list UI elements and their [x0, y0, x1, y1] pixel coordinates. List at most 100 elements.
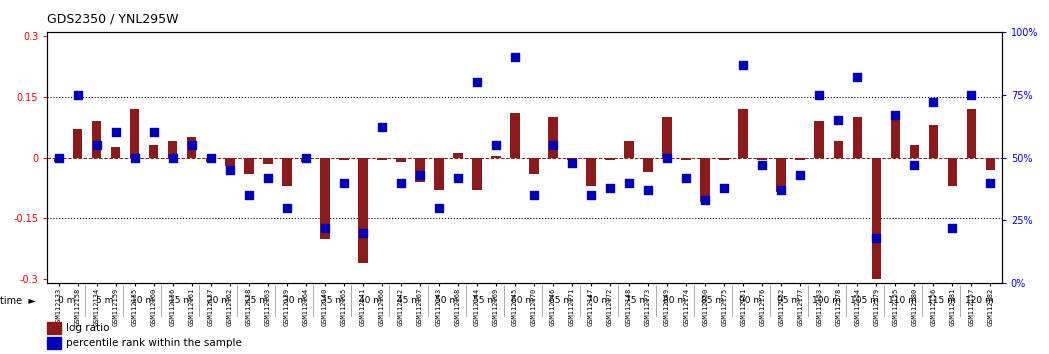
Text: 95 m: 95 m [777, 296, 800, 306]
Text: 90 m: 90 m [740, 296, 763, 306]
Text: 100 m: 100 m [812, 296, 841, 306]
Bar [263, 158, 273, 164]
Point [640, 187, 657, 193]
Bar [453, 154, 463, 158]
Text: 10 m: 10 m [131, 296, 154, 306]
Bar [701, 158, 710, 202]
Point [298, 155, 315, 160]
Bar [47, 337, 61, 349]
Point [507, 54, 523, 60]
Bar [605, 158, 615, 160]
Text: 110 m: 110 m [889, 296, 918, 306]
Text: 45 m: 45 m [397, 296, 420, 306]
Bar [757, 158, 767, 160]
Bar [776, 158, 786, 192]
Bar [909, 145, 919, 158]
Point [126, 155, 143, 160]
Text: 50 m: 50 m [435, 296, 458, 306]
Bar [891, 113, 900, 158]
Point [317, 225, 334, 231]
Point [849, 74, 865, 80]
Point [469, 79, 486, 85]
Bar [834, 141, 843, 158]
Text: 120 m: 120 m [965, 296, 993, 306]
Point [868, 235, 884, 241]
Bar [549, 117, 558, 158]
Bar [662, 117, 671, 158]
Bar [111, 147, 121, 158]
Bar [530, 158, 539, 174]
Bar [206, 158, 215, 161]
Text: 0 m: 0 m [58, 296, 74, 306]
Point [811, 92, 828, 98]
Bar [301, 158, 311, 161]
Point [563, 160, 580, 165]
Point [430, 205, 447, 211]
Text: 85 m: 85 m [701, 296, 724, 306]
Point [526, 193, 542, 198]
Point [278, 205, 295, 211]
Bar [397, 158, 406, 161]
Bar [92, 121, 102, 158]
Bar [168, 141, 177, 158]
Text: 75 m: 75 m [625, 296, 648, 306]
Bar [872, 158, 881, 279]
Bar [568, 158, 577, 160]
Bar [720, 158, 729, 160]
Text: 30 m: 30 m [283, 296, 306, 306]
Text: 80 m: 80 m [663, 296, 686, 306]
Bar [947, 158, 957, 186]
Point [621, 180, 638, 185]
Point [925, 99, 942, 105]
Point [88, 142, 105, 148]
Point [830, 117, 847, 123]
Point [50, 155, 67, 160]
Bar [434, 158, 444, 190]
Bar [378, 158, 387, 160]
Point [392, 180, 409, 185]
Point [221, 167, 238, 173]
Point [697, 198, 713, 203]
Point [582, 193, 599, 198]
Bar [320, 158, 329, 239]
Bar [624, 141, 634, 158]
Text: 115 m: 115 m [926, 296, 956, 306]
Point [355, 230, 371, 236]
Bar [149, 145, 158, 158]
Bar [795, 158, 805, 160]
Point [184, 142, 200, 148]
Bar [130, 109, 140, 158]
Point [982, 180, 999, 185]
Point [754, 162, 771, 168]
Bar [510, 113, 519, 158]
Point [202, 155, 219, 160]
Bar [966, 109, 977, 158]
Text: 40 m: 40 m [359, 296, 382, 306]
Text: 35 m: 35 m [321, 296, 344, 306]
Point [259, 175, 276, 181]
Bar [738, 109, 748, 158]
Point [146, 130, 163, 135]
Point [165, 155, 181, 160]
Point [544, 142, 561, 148]
Text: 60 m: 60 m [511, 296, 534, 306]
Bar [224, 158, 235, 166]
Text: 5 m: 5 m [95, 296, 113, 306]
Point [450, 175, 467, 181]
Text: 70 m: 70 m [587, 296, 611, 306]
Bar [814, 121, 825, 158]
Point [411, 172, 428, 178]
Text: 55 m: 55 m [473, 296, 496, 306]
Bar [282, 158, 292, 186]
Point [944, 225, 961, 231]
Bar [472, 158, 481, 190]
Point [678, 175, 694, 181]
Text: 105 m: 105 m [851, 296, 879, 306]
Text: 25 m: 25 m [244, 296, 267, 306]
Text: 20 m: 20 m [207, 296, 230, 306]
Text: 15 m: 15 m [169, 296, 192, 306]
Text: GDS2350 / YNL295W: GDS2350 / YNL295W [47, 12, 178, 25]
Bar [682, 158, 691, 160]
Point [773, 187, 790, 193]
Point [240, 193, 257, 198]
